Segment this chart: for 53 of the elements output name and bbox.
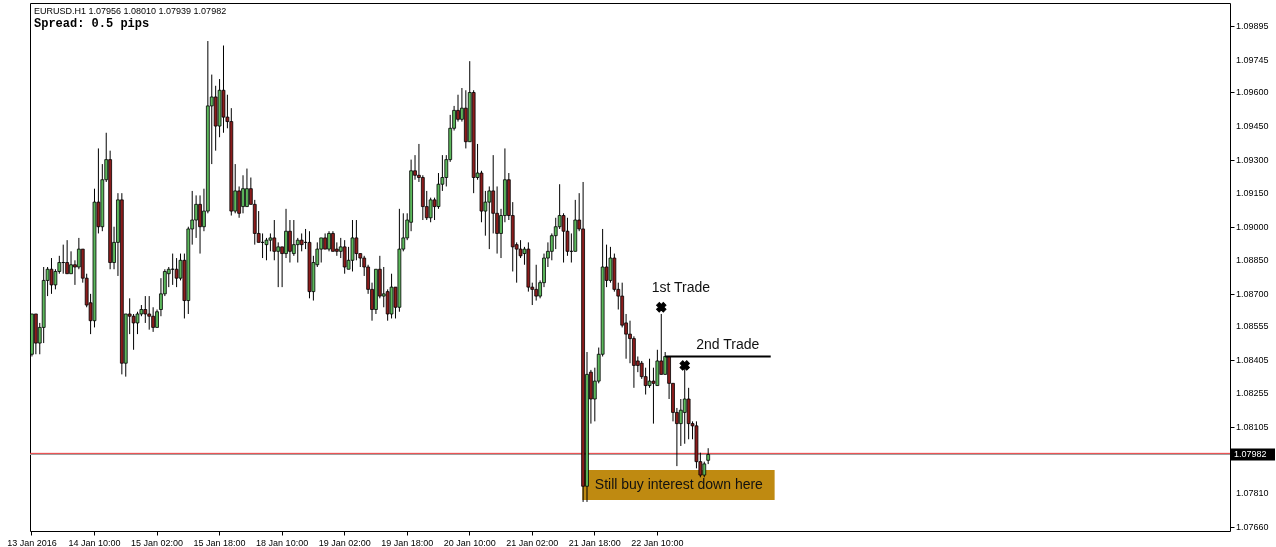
y-tick-label: 1.09150 — [1236, 188, 1269, 199]
candlestick — [272, 219, 277, 261]
x-tick-label: 15 Jan 18:00 — [193, 537, 246, 547]
y-tick-label: 1.07810 — [1236, 487, 1269, 498]
x-tick-label: 18 Jan 10:00 — [256, 537, 309, 547]
x-tick-label: 19 Jan 02:00 — [318, 537, 371, 547]
y-tick-label: 1.08255 — [1236, 388, 1269, 399]
candlestick — [147, 295, 152, 331]
x-tick-label: 19 Jan 18:00 — [381, 537, 434, 547]
candlestick — [65, 239, 69, 275]
x-tick-label: 13 Jan 2016 — [7, 537, 57, 547]
x-tick-label: 21 Jan 18:00 — [568, 537, 621, 547]
x-tick-label: 21 Jan 02:00 — [506, 537, 559, 547]
x-tick-label: 14 Jan 10:00 — [68, 537, 121, 547]
candlestick — [241, 174, 245, 214]
text: Spread: 0.5 pips — [34, 17, 150, 31]
y-tick-label: 1.08700 — [1236, 288, 1269, 299]
candlestick — [350, 219, 355, 272]
ref-line-label: 1.07982 — [1234, 449, 1267, 460]
y-tick-label: 1.08105 — [1236, 421, 1269, 432]
x-tick-label: 22 Jan 10:00 — [631, 537, 684, 547]
candlestick — [331, 230, 335, 252]
y-tick-label: 1.08555 — [1236, 321, 1269, 332]
candlestick — [143, 295, 148, 324]
annotation: 1st Trade — [651, 279, 711, 295]
candlestick — [264, 237, 269, 261]
y-tick-label: 1.09450 — [1236, 121, 1269, 132]
candlestick — [295, 237, 300, 264]
candlestick — [245, 168, 249, 208]
annotation: Still buy interest down here — [594, 476, 764, 492]
candlestick — [276, 241, 281, 288]
y-tick-label: 1.09300 — [1236, 154, 1269, 165]
candlestick — [428, 197, 433, 223]
candlestick — [288, 219, 292, 264]
y-tick-label: 1.07660 — [1236, 521, 1269, 532]
candlestick — [174, 257, 179, 288]
y-tick-label: 1.08850 — [1236, 255, 1269, 266]
candlestick — [354, 219, 359, 261]
y-tick-label: 1.08405 — [1236, 354, 1269, 365]
candlestick — [284, 208, 288, 259]
candlestick — [342, 239, 347, 275]
candlestick — [487, 185, 492, 250]
x-tick-label: 15 Jan 02:00 — [131, 537, 184, 547]
y-tick-label: 1.09745 — [1236, 55, 1269, 66]
y-tick-label: 1.09000 — [1236, 221, 1269, 232]
y-tick-label: 1.09895 — [1236, 21, 1269, 32]
candlestick — [49, 257, 54, 295]
y-tick-label: 1.09600 — [1236, 87, 1269, 98]
chart-title: EURUSD.H1 1.07956 1.08010 1.07939 1.07982 — [34, 6, 227, 16]
candlestick — [327, 230, 331, 252]
x-tick-label: 20 Jan 10:00 — [443, 537, 496, 547]
candlestick — [319, 237, 324, 264]
annotation: 2nd Trade — [696, 336, 760, 352]
